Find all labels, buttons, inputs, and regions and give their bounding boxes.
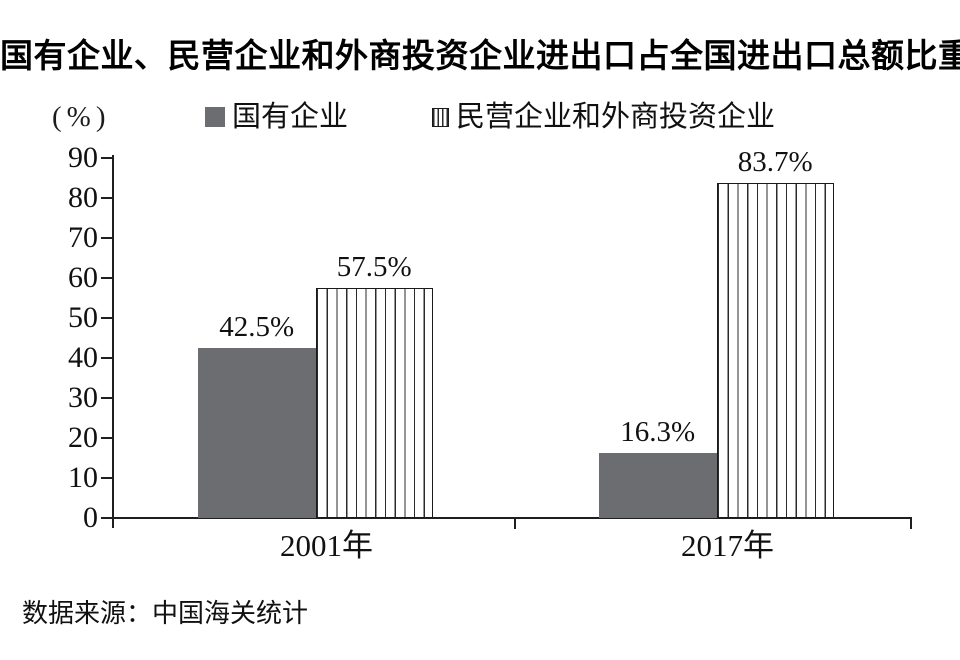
bar-value-label: 16.3%: [620, 415, 696, 448]
bar-solid-2001年: [198, 348, 316, 518]
x-category-label: 2017年: [681, 528, 774, 563]
y-axis-tick: [101, 517, 113, 519]
y-axis-tick-label: 40: [68, 341, 98, 374]
y-axis-line: [112, 155, 114, 528]
x-axis-line: [112, 517, 912, 519]
data-source-note: 数据来源：中国海关统计: [22, 599, 309, 628]
y-axis-tick: [101, 437, 113, 439]
legend-swatch-solid-icon: [205, 107, 225, 127]
bar-striped-2001年: [315, 288, 433, 518]
y-axis-unit-label: (%): [52, 101, 111, 133]
y-axis-tick-label: 60: [68, 261, 98, 294]
y-axis-tick-label: 20: [68, 421, 98, 454]
x-axis-end-tick: [910, 519, 912, 529]
x-axis-mid-tick: [514, 519, 516, 529]
bar-value-label: 42.5%: [219, 311, 295, 343]
y-axis-tick-label: 80: [68, 181, 98, 214]
bar-value-label: 57.5%: [336, 251, 412, 283]
y-axis-tick: [101, 357, 113, 359]
y-axis-tick: [101, 317, 113, 319]
y-axis-tick-label: 30: [68, 381, 98, 414]
y-axis-tick: [101, 197, 113, 199]
bar-value-label: 83.7%: [737, 146, 813, 179]
y-axis-tick: [101, 477, 113, 479]
y-axis-tick-label: 0: [83, 501, 98, 534]
y-axis-tick: [101, 237, 113, 239]
legend-swatch-striped-icon: [432, 107, 449, 127]
y-axis-tick: [101, 157, 113, 159]
legend-label: 国有企业: [232, 101, 349, 133]
bar-solid-2017年: [599, 452, 717, 518]
y-axis-tick-label: 10: [68, 461, 98, 494]
y-axis-tick-label: 50: [68, 301, 98, 334]
legend-label: 民营企业和外商投资企业: [456, 101, 776, 133]
y-axis-tick-label: 90: [68, 141, 98, 174]
y-axis-tick: [101, 277, 113, 279]
bar-striped-2017年: [716, 183, 834, 518]
x-category-label: 2001年: [280, 528, 373, 563]
legend-item-private-foreign: 民营企业和外商投资企业: [432, 101, 775, 133]
legend-item-state-owned: 国有企业: [205, 101, 348, 133]
y-axis-tick-label: 70: [68, 221, 98, 254]
y-axis-tick: [101, 397, 113, 399]
chart-title: 国有企业、民营企业和外商投资企业进出口占全国进出口总额比重的变化: [0, 37, 960, 74]
